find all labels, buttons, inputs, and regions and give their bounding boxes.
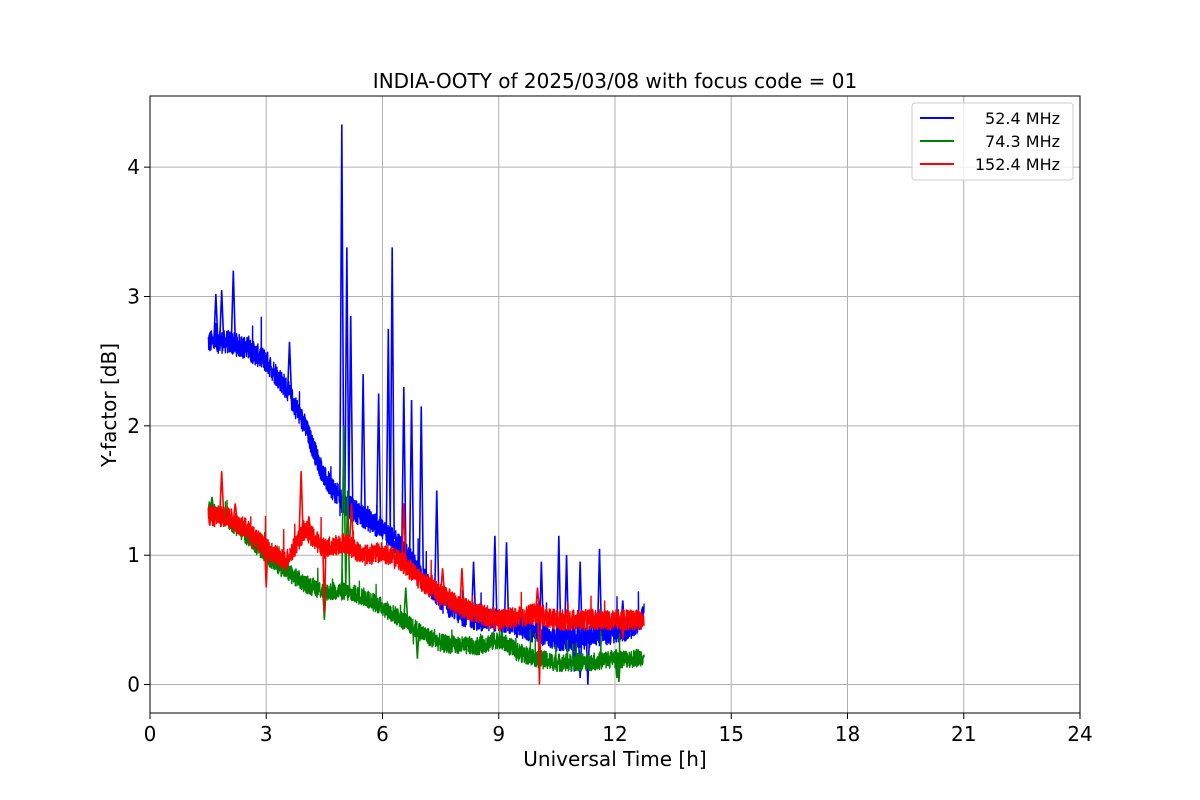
spike-mark — [401, 387, 407, 552]
spike-mark — [433, 490, 440, 596]
spike-mark — [360, 374, 366, 517]
legend: 52.4 MHz 74.3 MHz 152.4 MHz — [911, 102, 1074, 181]
spike-mark — [347, 315, 354, 509]
spike-mark — [534, 587, 541, 614]
spike-mark — [402, 587, 409, 623]
dip-mark — [577, 638, 583, 679]
x-tick-label: 15 — [719, 722, 744, 746]
spike-mark — [556, 535, 562, 640]
legend-box — [911, 102, 1074, 181]
series-line — [207, 505, 645, 632]
dip-mark — [322, 548, 327, 614]
y-tick-label: 3 — [127, 284, 140, 308]
spike-mark — [459, 568, 465, 608]
spike-mark — [385, 328, 392, 536]
x-tick-label: 0 — [144, 722, 157, 746]
spike-mark — [298, 471, 304, 536]
y-tick-label: 1 — [127, 543, 140, 567]
legend-label: 52.4 MHz — [985, 109, 1060, 128]
x-tick-label: 6 — [376, 722, 389, 746]
dip-mark — [616, 658, 622, 683]
spike-mark — [439, 568, 446, 596]
spike-mark — [232, 503, 239, 522]
spike-mark — [344, 247, 350, 506]
series-layer — [207, 124, 645, 685]
spike-mark — [348, 503, 355, 548]
spike-mark — [492, 535, 498, 620]
y-tick-label: 4 — [127, 155, 140, 179]
dip-mark — [620, 619, 626, 640]
x-axis-label: Universal Time [h] — [523, 747, 706, 771]
spike-mark — [306, 516, 312, 534]
spike-mark — [230, 270, 237, 344]
spike-mark — [401, 503, 407, 564]
spike-mark — [339, 124, 345, 501]
dip-mark — [537, 614, 542, 685]
spike-mark — [286, 341, 293, 395]
x-tick-label: 12 — [602, 722, 627, 746]
spike-mark — [344, 490, 351, 593]
dip-mark — [263, 548, 269, 588]
y-axis-label: Y-factor [dB] — [97, 343, 121, 468]
y-tick-label: 0 — [127, 673, 140, 697]
spike-mark — [596, 548, 603, 635]
spike-mark — [408, 399, 415, 562]
spike-mark — [218, 471, 225, 517]
spike-mark — [218, 289, 225, 342]
chart-title: INDIA-OOTY of 2025/03/08 with focus code… — [373, 69, 857, 93]
legend-label: 74.3 MHz — [985, 132, 1060, 151]
spike-mark — [375, 393, 382, 527]
x-tick-label: 24 — [1067, 722, 1092, 746]
legend-label: 152.4 MHz — [975, 155, 1060, 174]
spike-mark — [213, 293, 219, 342]
spike-mark — [389, 247, 395, 540]
spike-mark — [503, 542, 510, 623]
y-tick-label: 2 — [127, 414, 140, 438]
series-152-4-mhz — [207, 471, 645, 685]
dip-mark — [415, 630, 420, 659]
x-tick-label: 21 — [951, 722, 976, 746]
series-line — [207, 316, 645, 652]
spike-mark — [418, 406, 425, 575]
x-tick-label: 3 — [260, 722, 273, 746]
x-tick-label: 9 — [492, 722, 505, 746]
x-tick-label: 18 — [835, 722, 860, 746]
